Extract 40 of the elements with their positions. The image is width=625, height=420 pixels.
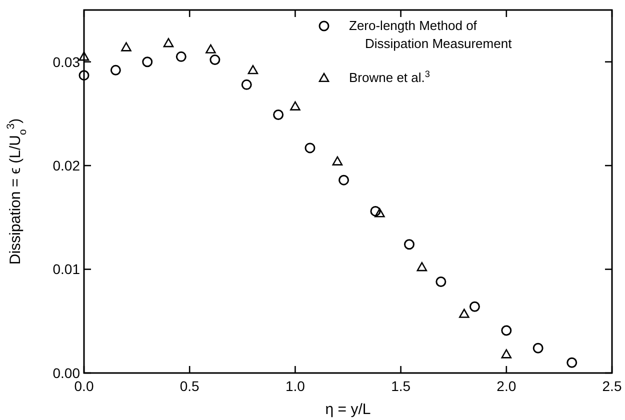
x-axis-title: η = y/L (325, 401, 371, 418)
point (459, 308, 470, 318)
point (501, 325, 512, 336)
x-tick-label: 0.5 (180, 378, 200, 394)
y-tick-label: 0.00 (52, 364, 80, 381)
x-tick-label: 1.0 (285, 378, 306, 394)
legend-label: Zero-length Method of Dissipation Measurement (349, 18, 512, 51)
point (273, 110, 284, 120)
point (241, 79, 252, 90)
point (566, 357, 578, 368)
point (121, 42, 132, 52)
x-tick-label: 2.0 (496, 378, 516, 394)
point (248, 65, 258, 74)
point (304, 142, 316, 154)
point (416, 262, 428, 272)
point (501, 349, 512, 358)
y-tick-label: 0.01 (52, 261, 80, 278)
point (206, 44, 216, 54)
point (374, 208, 385, 218)
point (338, 174, 350, 186)
point (78, 70, 90, 81)
point (332, 156, 343, 166)
point (176, 51, 186, 62)
point (163, 38, 174, 48)
x-tick-label: 1.5 (391, 378, 411, 394)
point (404, 239, 414, 250)
point (436, 276, 446, 287)
point (532, 342, 544, 354)
point (210, 54, 220, 66)
legend-label: Browne et al.$^{3}$ (349, 69, 430, 85)
x-tick-label: 2.5 (602, 378, 622, 394)
point (110, 64, 121, 76)
point (469, 301, 480, 312)
point (290, 101, 300, 110)
point (78, 52, 90, 61)
x-tick-label: 0.0 (74, 378, 94, 394)
point (142, 56, 153, 68)
y-tick-label: 0.03 (52, 54, 80, 70)
y-tick-label: 0.02 (52, 157, 80, 174)
point (370, 206, 381, 216)
